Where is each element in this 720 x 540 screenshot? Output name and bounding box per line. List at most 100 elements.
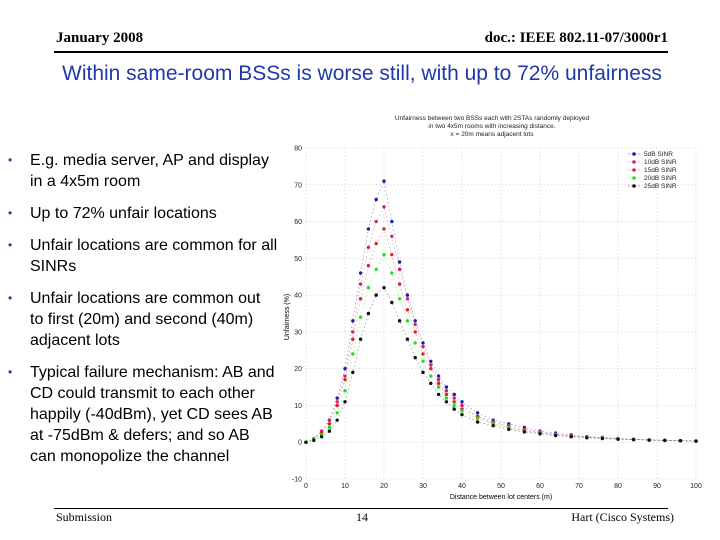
chart-y-axis-label: Unfairness (%) [284,294,291,340]
data-point [390,252,394,257]
data-point [390,271,394,275]
data-point [405,293,410,297]
bullet-item: • Unfair locations are common out to firs… [8,288,278,351]
data-point [436,374,441,378]
data-point [405,319,410,323]
data-point [452,392,456,397]
bullet-text: E.g. media server, AP and display in a 4… [30,152,269,190]
data-point [678,439,683,443]
bullet-icon: • [8,238,13,252]
data-point [327,429,332,433]
bullet-icon: • [8,291,13,305]
data-point [397,260,402,264]
data-point [374,197,378,202]
data-point [429,374,433,378]
data-point [460,403,464,408]
data-point [343,389,347,393]
data-point [366,311,371,316]
legend-marker [632,168,636,172]
bullet-list: • E.g. media server, AP and display in a … [8,150,278,478]
x-tick-label: 80 [614,483,622,490]
x-tick-label: 10 [341,483,349,490]
data-point [444,385,449,389]
bullet-icon: • [8,153,13,167]
bullet-text: Unfair locations are common out to first… [30,290,261,349]
legend-marker [632,176,636,180]
data-point [538,432,542,436]
y-tick-label: 70 [294,182,302,189]
y-tick-label: 30 [294,329,302,336]
legend-marker [632,184,636,188]
y-tick-label: 50 [294,256,302,263]
bullet-item: • Up to 72% unfair locations [8,203,278,224]
data-point [405,337,410,341]
data-point [452,396,456,400]
data-point [312,438,316,443]
data-point [358,315,363,319]
data-point [647,438,651,442]
bullet-text: Up to 72% unfair locations [30,205,217,222]
data-point [553,433,558,438]
data-point [452,403,456,408]
data-point [390,234,394,238]
data-point [366,286,371,290]
x-tick-label: 0 [304,483,308,490]
y-tick-label: 60 [294,219,302,226]
data-point [405,308,410,312]
chart-title-line: Unfairness between two BSSs each with 2S… [395,115,590,122]
data-point [327,418,332,422]
data-point [444,396,449,400]
data-point [421,359,425,364]
bullet-text: Unfair locations are common for all SINR… [30,237,278,275]
data-point [366,263,371,268]
data-point [327,425,332,430]
x-tick-label: 60 [536,483,544,490]
data-point [374,241,378,246]
data-point [382,252,386,257]
footer-submission: Submission [56,510,113,524]
footer-page-number: 14 [356,510,368,524]
data-point [475,411,480,415]
series-line [305,228,697,443]
slide-title: Within same-room BSSs is worse still, wi… [62,62,662,85]
legend-label: 10dB SINR [644,159,677,166]
data-point [429,363,433,367]
legend-label: 5dB SINR [644,151,673,158]
series-line [305,254,697,443]
data-point [358,282,363,286]
data-point [397,319,402,323]
x-tick-label: 100 [690,483,702,490]
data-point [397,282,402,286]
chart-tick-labels: 0 10 20 30 40 50 60 70 80 90 100-10010203040506070… [292,146,702,491]
chart-title-line: x = 20m means adjacent lots [451,131,535,138]
data-point [335,400,339,404]
data-point [343,378,347,382]
data-point [413,341,417,345]
y-tick-label: 40 [294,293,302,300]
data-point [444,389,449,393]
chart-grid [305,147,697,480]
data-point [475,416,480,421]
data-point [351,330,355,334]
legend-label: 25dB SINR [644,183,677,190]
data-point [351,352,355,356]
data-point [421,344,425,349]
series-line [305,287,697,443]
data-point [390,300,394,305]
data-point [335,418,339,422]
data-point [436,381,441,386]
y-tick-label: 0 [298,440,302,447]
data-point [585,436,589,440]
y-tick-label: 10 [294,403,302,410]
data-point [335,411,339,415]
data-point [335,403,339,408]
x-tick-label: 70 [575,483,583,490]
header-doc-id: doc.: IEEE 802.11-07/3000r1 [484,30,668,46]
data-point [436,392,441,397]
x-tick-label: 90 [653,483,661,490]
legend-marker [632,152,636,156]
data-point [413,355,417,360]
x-tick-label: 30 [419,483,427,490]
legend-label: 15dB SINR [644,167,677,174]
